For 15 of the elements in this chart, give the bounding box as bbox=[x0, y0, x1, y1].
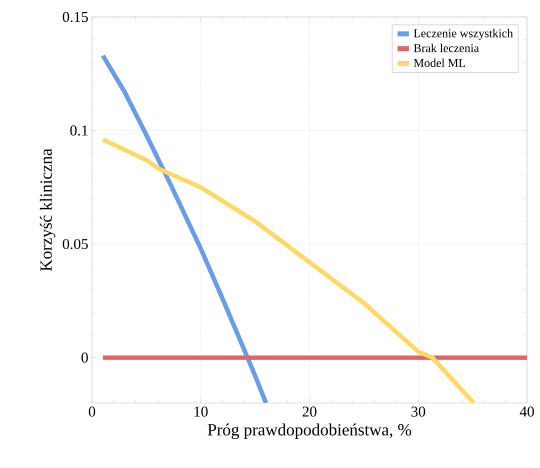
y-tick-label: 0.1 bbox=[70, 125, 88, 136]
y-tick-label: 0.15 bbox=[62, 12, 88, 22]
x-tick-label: 0 bbox=[88, 406, 96, 417]
legend-label: Brak leczenia bbox=[414, 44, 479, 52]
y-tick-label: 0 bbox=[82, 352, 88, 363]
x-tick-label: 20 bbox=[302, 406, 316, 417]
line-series bbox=[100, 53, 268, 403]
x-tick-label: 40 bbox=[520, 406, 534, 417]
x-tick-label: 10 bbox=[194, 406, 208, 417]
legend-label: Leczenie wszystkich bbox=[414, 28, 513, 40]
legend-label: Model ML bbox=[414, 58, 466, 68]
x-axis-title: Próg prawdopodobieństwa, % bbox=[208, 424, 412, 440]
x-tick-label: 30 bbox=[411, 406, 426, 417]
y-axis-title: Korzyść kliniczna bbox=[40, 148, 56, 272]
y-tick-label: 0.05 bbox=[62, 238, 88, 250]
